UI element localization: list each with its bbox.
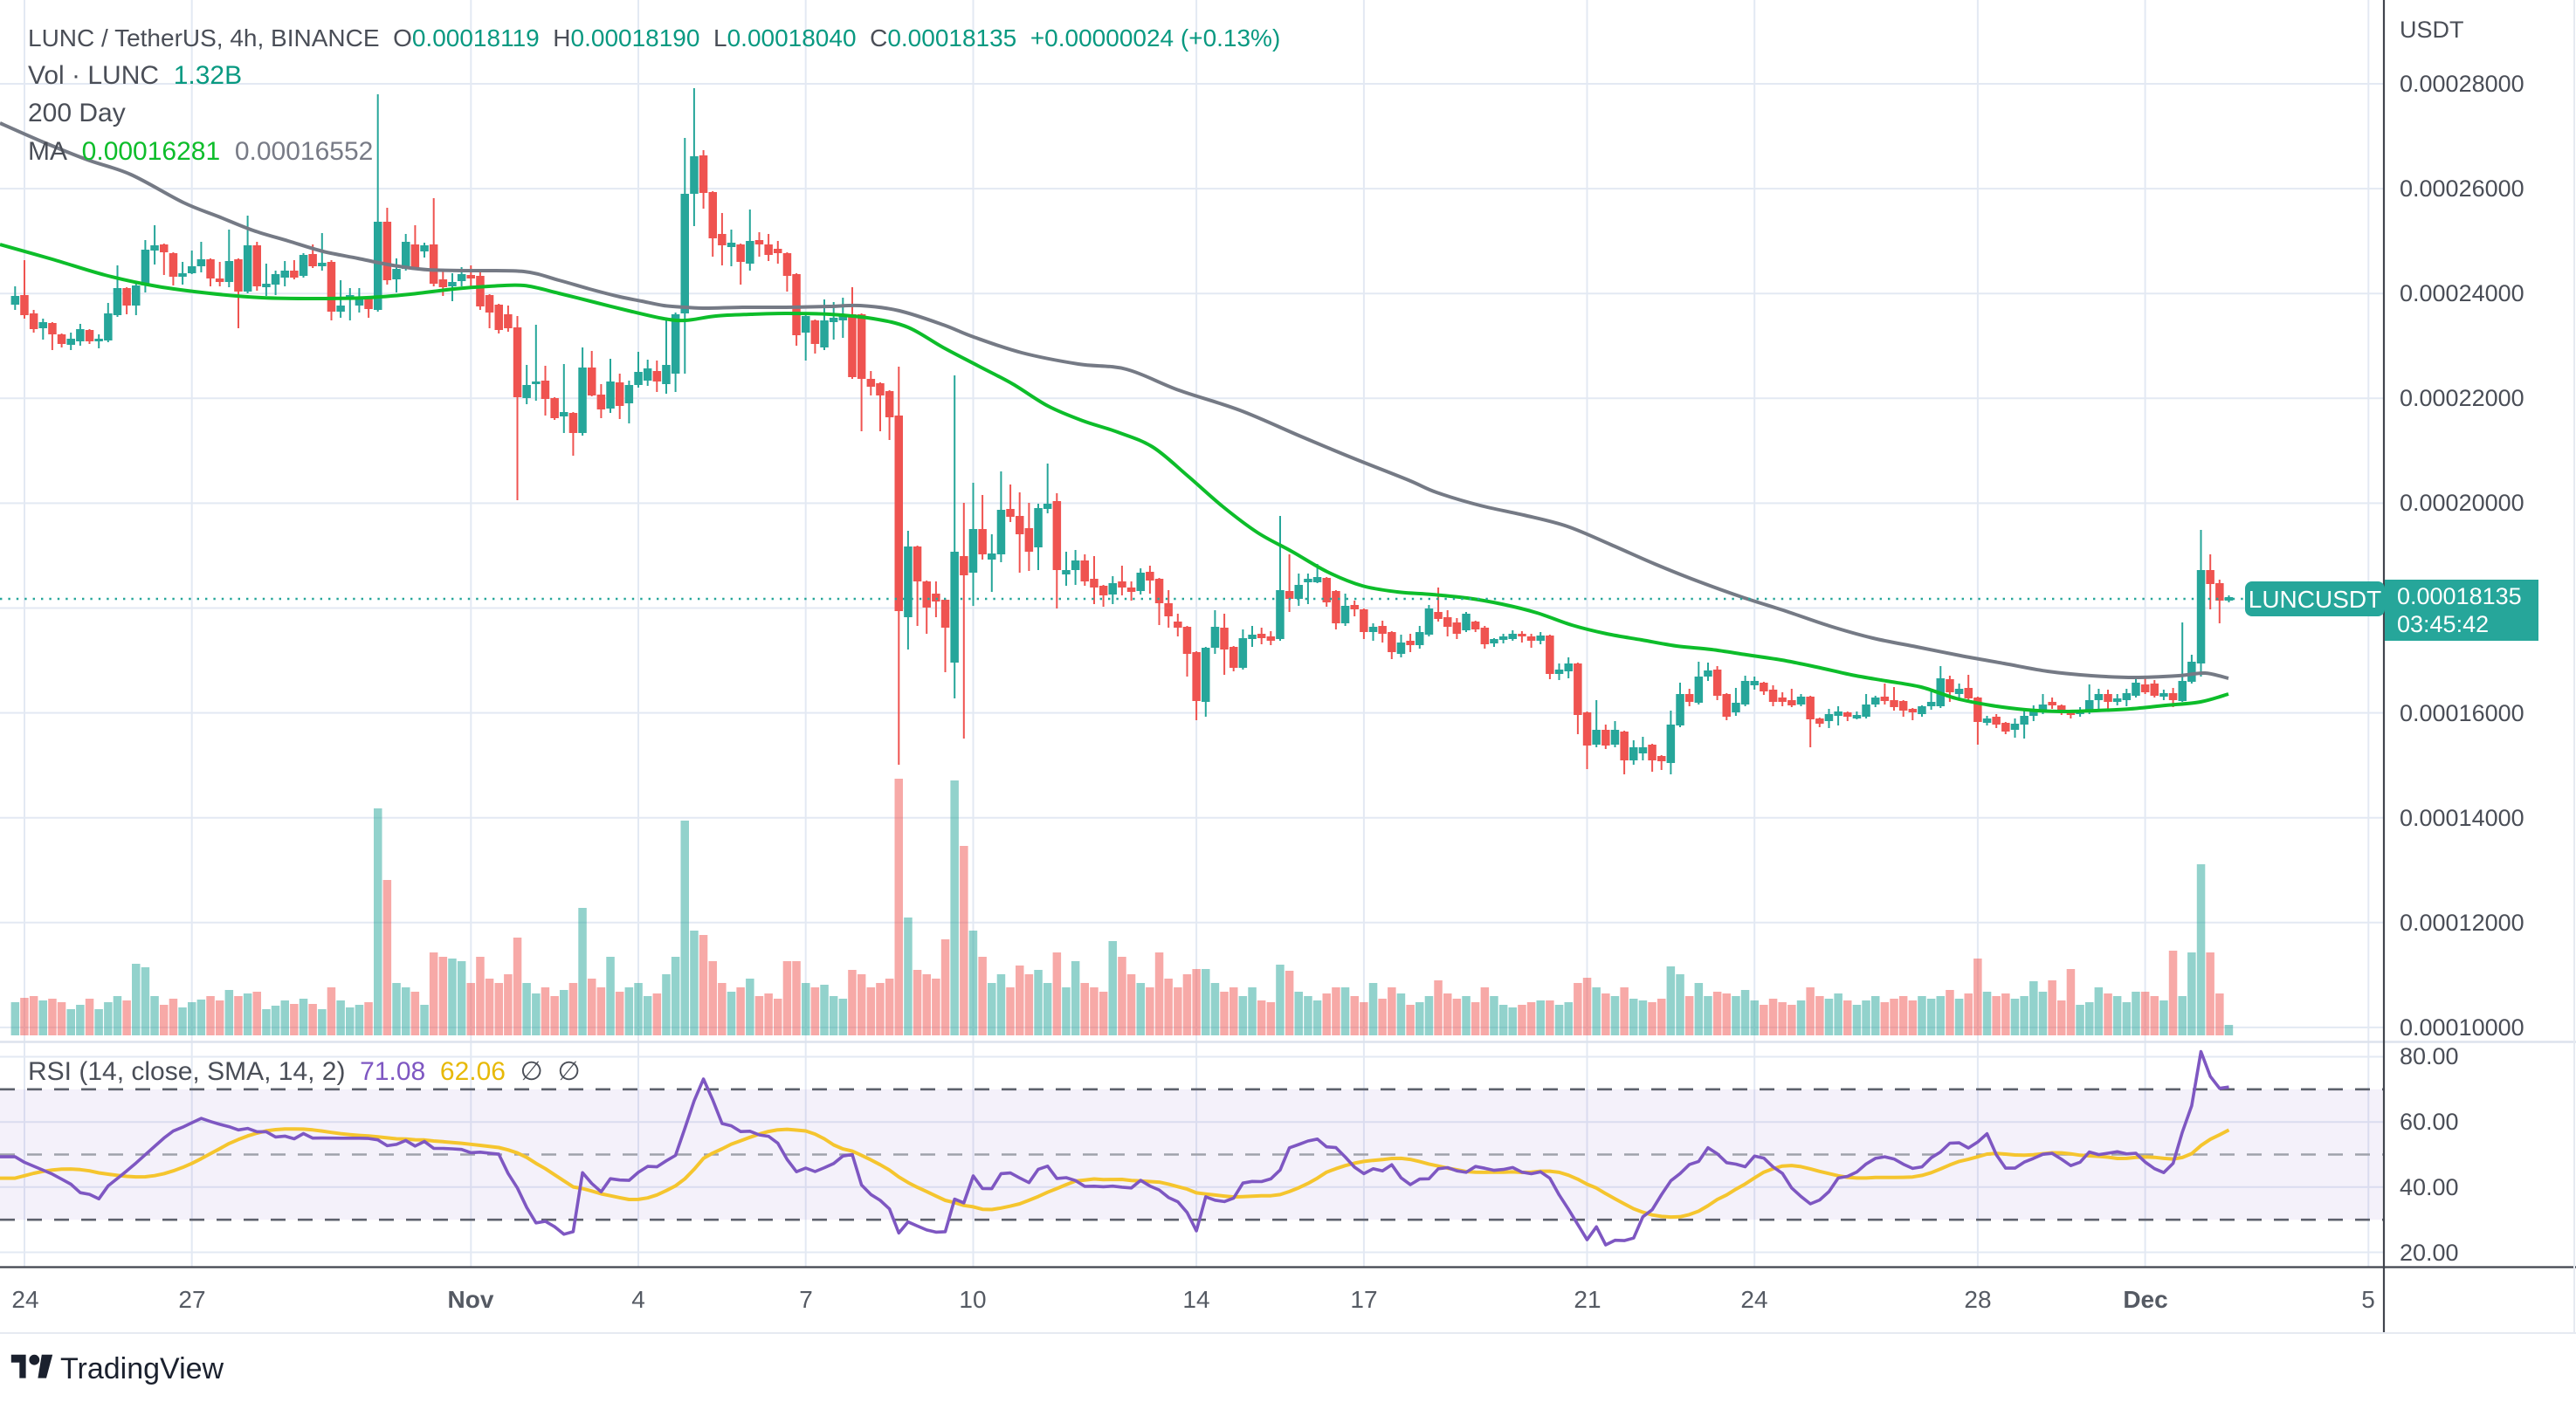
- svg-text:80.00: 80.00: [2400, 1043, 2459, 1069]
- svg-text:03:45:42: 03:45:42: [2397, 611, 2489, 637]
- svg-text:14: 14: [1182, 1286, 1209, 1313]
- svg-text:17: 17: [1350, 1286, 1377, 1313]
- svg-text:0.00020000: 0.00020000: [2400, 490, 2524, 516]
- svg-text:0.00014000: 0.00014000: [2400, 805, 2524, 831]
- svg-text:0.00016000: 0.00016000: [2400, 700, 2524, 726]
- svg-text:LUNC / TetherUS, 4h, BINANCE: LUNC / TetherUS, 4h, BINANCE O0.00018119…: [28, 24, 1280, 52]
- svg-text:0.00028000: 0.00028000: [2400, 71, 2524, 97]
- svg-text:0.00022000: 0.00022000: [2400, 385, 2524, 411]
- svg-text:10: 10: [959, 1286, 986, 1313]
- svg-text:0.00010000: 0.00010000: [2400, 1014, 2524, 1041]
- svg-text:0.00012000: 0.00012000: [2400, 910, 2524, 936]
- svg-text:5: 5: [2361, 1286, 2375, 1313]
- svg-text:24: 24: [11, 1286, 38, 1313]
- svg-text:Vol · LUNC 1.32B: Vol · LUNC 1.32B: [28, 61, 242, 90]
- svg-text:LUNCUSDT: LUNCUSDT: [2249, 586, 2381, 613]
- svg-text:28: 28: [1964, 1286, 1991, 1313]
- svg-text:24: 24: [1740, 1286, 1767, 1313]
- svg-text:7: 7: [799, 1286, 813, 1313]
- svg-text:0.00024000: 0.00024000: [2400, 280, 2524, 306]
- svg-text:USDT: USDT: [2400, 17, 2464, 43]
- svg-text:4: 4: [631, 1286, 645, 1313]
- svg-text:Dec: Dec: [2123, 1286, 2167, 1313]
- svg-text:27: 27: [178, 1286, 205, 1313]
- svg-text:MA 0.00016281 0.00016552: MA 0.00016281 0.00016552: [28, 137, 373, 166]
- svg-text:0.00026000: 0.00026000: [2400, 175, 2524, 202]
- svg-text:0.00018135: 0.00018135: [2397, 583, 2522, 609]
- svg-text:20.00: 20.00: [2400, 1240, 2459, 1266]
- svg-text:40.00: 40.00: [2400, 1174, 2459, 1200]
- svg-text:200 Day: 200 Day: [28, 99, 126, 127]
- svg-text:60.00: 60.00: [2400, 1109, 2459, 1135]
- svg-text:21: 21: [1574, 1286, 1601, 1313]
- svg-text:TradingView: TradingView: [60, 1352, 224, 1385]
- svg-text:RSI (14, close, SMA, 14, 2) 7: RSI (14, close, SMA, 14, 2) 71.08 62.06 …: [28, 1057, 581, 1086]
- svg-text:Nov: Nov: [448, 1286, 494, 1313]
